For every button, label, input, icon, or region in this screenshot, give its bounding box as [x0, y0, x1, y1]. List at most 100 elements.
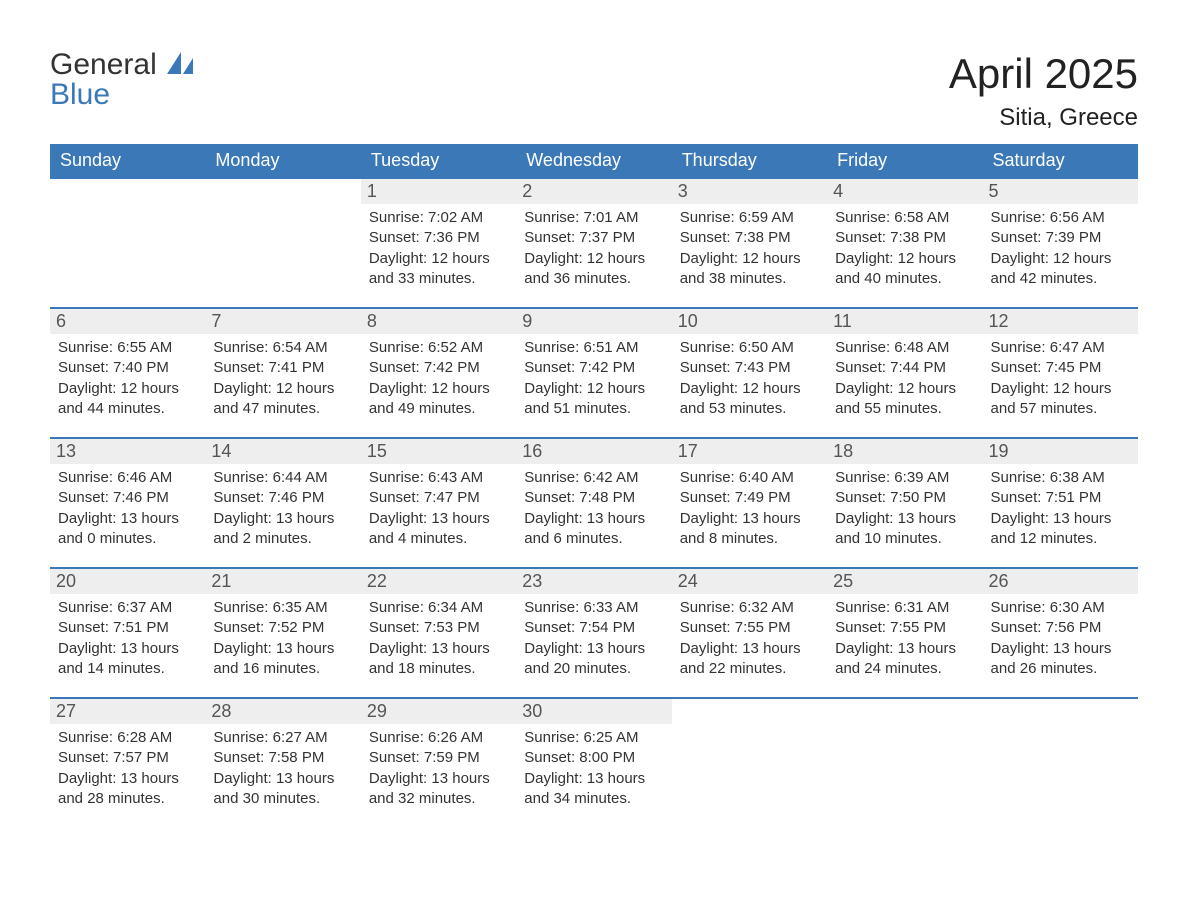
- daylight-text: Daylight: 12 hours: [835, 249, 974, 269]
- day-cell: 17Sunrise: 6:40 AMSunset: 7:49 PMDayligh…: [672, 439, 827, 567]
- sunrise-text: Sunrise: 6:37 AM: [58, 598, 197, 618]
- day-cell: 7Sunrise: 6:54 AMSunset: 7:41 PMDaylight…: [205, 309, 360, 437]
- day-number: 7: [205, 309, 360, 334]
- daylight-text: Daylight: 12 hours: [213, 379, 352, 399]
- sunrise-text: Sunrise: 6:40 AM: [680, 468, 819, 488]
- sunrise-text: Sunrise: 6:52 AM: [369, 338, 508, 358]
- day-number: 21: [205, 569, 360, 594]
- day-cell: 26Sunrise: 6:30 AMSunset: 7:56 PMDayligh…: [983, 569, 1138, 697]
- day-cell: 15Sunrise: 6:43 AMSunset: 7:47 PMDayligh…: [361, 439, 516, 567]
- daylight-text: and 10 minutes.: [835, 529, 974, 549]
- daylight-text: and 40 minutes.: [835, 269, 974, 289]
- daylight-text: Daylight: 13 hours: [58, 769, 197, 789]
- sunrise-text: Sunrise: 6:44 AM: [213, 468, 352, 488]
- sunset-text: Sunset: 7:55 PM: [680, 618, 819, 638]
- day-number: 14: [205, 439, 360, 464]
- day-cell: 8Sunrise: 6:52 AMSunset: 7:42 PMDaylight…: [361, 309, 516, 437]
- day-cell: 27 Sunrise: 6:28 AMSunset: 7:57 PMDayligh…: [50, 699, 205, 827]
- daylight-text: and 22 minutes.: [680, 659, 819, 679]
- daylight-text: and 4 minutes.: [369, 529, 508, 549]
- sunset-text: Sunset: 7:46 PM: [58, 488, 197, 508]
- sunrise-text: Sunrise: 6:50 AM: [680, 338, 819, 358]
- daylight-text: Daylight: 13 hours: [524, 769, 663, 789]
- sunrise-text: Sunrise: 6:34 AM: [369, 598, 508, 618]
- daylight-text: and 38 minutes.: [680, 269, 819, 289]
- sunset-text: Sunset: 7:43 PM: [680, 358, 819, 378]
- day-number: 11: [827, 309, 982, 334]
- sunset-text: Sunset: 7:42 PM: [524, 358, 663, 378]
- sunrise-text: Sunrise: 6:30 AM: [991, 598, 1130, 618]
- sunset-text: Sunset: 8:00 PM: [524, 748, 663, 768]
- sunset-text: Sunset: 7:56 PM: [991, 618, 1130, 638]
- sunset-text: Sunset: 7:42 PM: [369, 358, 508, 378]
- sunset-text: Sunset: 7:47 PM: [369, 488, 508, 508]
- day-number: 16: [516, 439, 671, 464]
- day-cell: 9Sunrise: 6:51 AMSunset: 7:42 PMDaylight…: [516, 309, 671, 437]
- daylight-text: and 55 minutes.: [835, 399, 974, 419]
- sunrise-text: Sunrise: 6:28 AM: [58, 728, 197, 748]
- daylight-text: Daylight: 12 hours: [369, 379, 508, 399]
- day-number: 4: [827, 179, 982, 204]
- daylight-text: Daylight: 13 hours: [991, 639, 1130, 659]
- brand-blue: Blue: [50, 78, 110, 111]
- day-cell: 4Sunrise: 6:58 AMSunset: 7:38 PMDaylight…: [827, 179, 982, 307]
- day-cell: 12Sunrise: 6:47 AMSunset: 7:45 PMDayligh…: [983, 309, 1138, 437]
- day-cell: 13Sunrise: 6:46 AMSunset: 7:46 PMDayligh…: [50, 439, 205, 567]
- day-number: 27: [50, 699, 205, 724]
- day-number: 9: [516, 309, 671, 334]
- day-number: 22: [361, 569, 516, 594]
- sunrise-text: Sunrise: 6:47 AM: [991, 338, 1130, 358]
- sunset-text: Sunset: 7:51 PM: [991, 488, 1130, 508]
- day-number: 10: [672, 309, 827, 334]
- daylight-text: Daylight: 13 hours: [213, 639, 352, 659]
- sunrise-text: Sunrise: 6:46 AM: [58, 468, 197, 488]
- daylight-text: Daylight: 13 hours: [369, 509, 508, 529]
- sunrise-text: Sunrise: 6:32 AM: [680, 598, 819, 618]
- day-number: 15: [361, 439, 516, 464]
- daylight-text: Daylight: 13 hours: [369, 639, 508, 659]
- daylight-text: and 0 minutes.: [58, 529, 197, 549]
- day-number: 6: [50, 309, 205, 334]
- sunrise-text: Sunrise: 6:55 AM: [58, 338, 197, 358]
- sunrise-text: Sunrise: 6:26 AM: [369, 728, 508, 748]
- dow-cell: Saturday: [983, 144, 1138, 177]
- daylight-text: and 53 minutes.: [680, 399, 819, 419]
- dow-cell: Thursday: [672, 144, 827, 177]
- daylight-text: Daylight: 12 hours: [991, 249, 1130, 269]
- daylight-text: Daylight: 13 hours: [213, 769, 352, 789]
- day-number: 25: [827, 569, 982, 594]
- weeks-container: 1Sunrise: 7:02 AMSunset: 7:36 PMDaylight…: [50, 177, 1138, 827]
- daylight-text: Daylight: 12 hours: [991, 379, 1130, 399]
- daylight-text: and 6 minutes.: [524, 529, 663, 549]
- daylight-text: Daylight: 12 hours: [835, 379, 974, 399]
- day-cell: 3Sunrise: 6:59 AMSunset: 7:38 PMDaylight…: [672, 179, 827, 307]
- daylight-text: and 33 minutes.: [369, 269, 508, 289]
- daylight-text: Daylight: 13 hours: [524, 639, 663, 659]
- day-cell: 29Sunrise: 6:26 AMSunset: 7:59 PMDayligh…: [361, 699, 516, 827]
- sunset-text: Sunset: 7:59 PM: [369, 748, 508, 768]
- day-number: 12: [983, 309, 1138, 334]
- sunrise-text: Sunrise: 6:39 AM: [835, 468, 974, 488]
- day-cell: 25Sunrise: 6:31 AMSunset: 7:55 PMDayligh…: [827, 569, 982, 697]
- sunset-text: Sunset: 7:57 PM: [58, 748, 197, 768]
- day-number: 19: [983, 439, 1138, 464]
- sunset-text: Sunset: 7:50 PM: [835, 488, 974, 508]
- sunset-text: Sunset: 7:39 PM: [991, 228, 1130, 248]
- daylight-text: and 36 minutes.: [524, 269, 663, 289]
- daylight-text: Daylight: 13 hours: [680, 509, 819, 529]
- daylight-text: and 26 minutes.: [991, 659, 1130, 679]
- sunrise-text: Sunrise: 6:54 AM: [213, 338, 352, 358]
- day-number: 17: [672, 439, 827, 464]
- brand-general: General: [50, 48, 157, 81]
- daylight-text: and 51 minutes.: [524, 399, 663, 419]
- day-cell: 5Sunrise: 6:56 AMSunset: 7:39 PMDaylight…: [983, 179, 1138, 307]
- daylight-text: Daylight: 13 hours: [524, 509, 663, 529]
- sunrise-text: Sunrise: 6:27 AM: [213, 728, 352, 748]
- daylight-text: Daylight: 13 hours: [58, 639, 197, 659]
- day-number: 29: [361, 699, 516, 724]
- month-title: April 2025: [949, 50, 1138, 98]
- day-number: 5: [983, 179, 1138, 204]
- day-number: 18: [827, 439, 982, 464]
- day-of-week-header: SundayMondayTuesdayWednesdayThursdayFrid…: [50, 144, 1138, 177]
- dow-cell: Wednesday: [516, 144, 671, 177]
